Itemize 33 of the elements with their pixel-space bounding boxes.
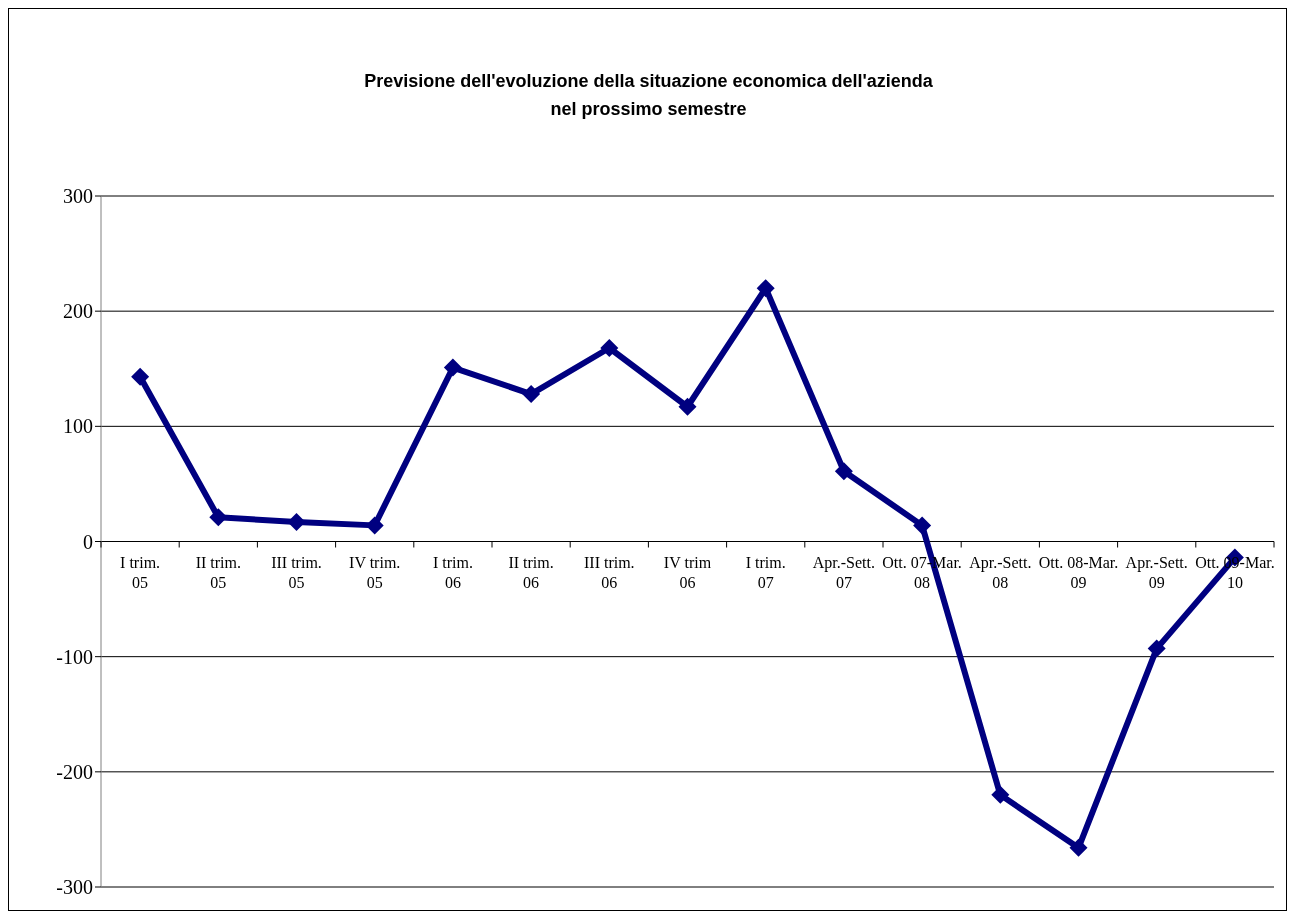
point (678, 397, 697, 416)
x-tick-label: Apr.-Sett. 08 (969, 553, 1032, 591)
point (834, 462, 853, 481)
point (600, 339, 619, 358)
point (1069, 838, 1088, 857)
point (913, 516, 932, 535)
x-tick-label: III trim. 05 (271, 553, 322, 591)
point (131, 367, 150, 386)
point (287, 512, 306, 531)
x-tick-label: Apr.-Sett. 09 (1125, 553, 1188, 591)
x-tick-label: II trim. 05 (195, 553, 241, 591)
y-tick-label: 0 (83, 530, 93, 553)
point (991, 785, 1010, 804)
y-tick-label: -300 (56, 876, 93, 899)
point (522, 385, 541, 404)
point (756, 279, 775, 298)
y-tick-label: 300 (63, 185, 93, 208)
x-tick-label: III trim. 06 (583, 553, 635, 591)
point (443, 358, 462, 377)
x-tick-label: I trim. 07 (745, 553, 786, 591)
x-tick-label: I trim. 06 (432, 553, 473, 591)
y-tick-label: -100 (56, 645, 93, 668)
x-tick-label: II trim. 06 (508, 553, 554, 591)
y-tick-label: -200 (56, 760, 93, 783)
y-tick-label: 100 (63, 415, 93, 438)
x-tick-label: Apr.-Sett. 07 (812, 553, 876, 591)
x-tick-label: I trim. 05 (120, 553, 161, 591)
x-tick-label: IV trim 06 (663, 553, 712, 591)
chart-title: Previsione dell'evoluzione della situazione economica dell'azienda nel prossimo semestre (363, 70, 934, 121)
x-tick-label: Ott. 08-Mar. 09 (1038, 553, 1119, 591)
y-tick-label: 200 (63, 300, 93, 323)
point (1147, 639, 1166, 658)
x-tick-label: IV trim. 05 (349, 553, 401, 591)
